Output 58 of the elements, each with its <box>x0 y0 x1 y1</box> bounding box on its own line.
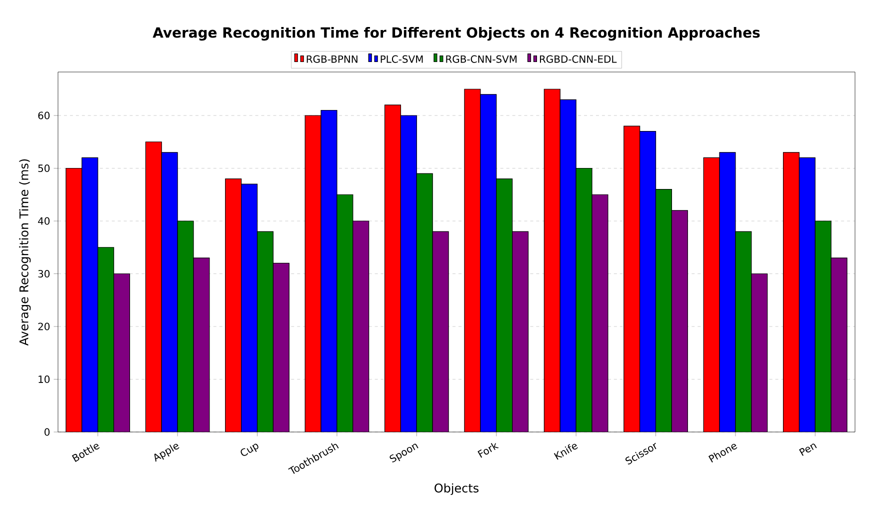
bar <box>640 131 656 432</box>
legend-label: RGB-CNN-SVM <box>446 55 517 63</box>
y-tick-label: 30 <box>38 270 50 278</box>
bar <box>161 152 178 432</box>
bar <box>384 104 401 432</box>
bar <box>830 258 848 432</box>
x-tick-label: Knife <box>554 444 578 460</box>
y-tick-label: 40 <box>38 217 50 225</box>
y-tick-label: 60 <box>38 112 50 120</box>
legend-label: RGBD-CNN-EDL <box>540 55 617 63</box>
y-tick-label: 20 <box>38 322 50 330</box>
bar <box>241 184 258 432</box>
bar <box>66 168 82 432</box>
bar <box>655 189 672 432</box>
bar <box>480 94 497 432</box>
bar <box>336 194 354 432</box>
bar <box>145 142 162 432</box>
bar <box>225 178 242 432</box>
bar <box>703 157 720 432</box>
bar <box>544 88 560 432</box>
y-axis-title: Average Recognition Time (ms) <box>19 159 31 346</box>
bar <box>576 168 592 432</box>
bar <box>98 247 114 432</box>
x-tick-label: Pen <box>799 444 817 456</box>
bar <box>177 220 194 432</box>
bar <box>592 194 608 432</box>
x-tick-label: Fork <box>478 442 499 458</box>
bar <box>512 231 529 432</box>
bar <box>352 220 370 432</box>
bar <box>624 126 640 432</box>
legend-label: PLC-SVM <box>380 55 423 63</box>
bar <box>560 99 576 432</box>
bar <box>193 258 210 432</box>
bar <box>304 115 322 432</box>
y-tick-label: 0 <box>44 428 50 436</box>
bar <box>751 273 768 432</box>
bar <box>82 157 98 432</box>
bar <box>416 174 433 432</box>
bar <box>671 210 688 432</box>
y-tick-label: 50 <box>38 164 50 172</box>
bar <box>464 88 481 432</box>
bar <box>432 232 449 432</box>
bar <box>320 110 338 432</box>
bar <box>782 152 800 432</box>
legend-label: RGB-BPNN <box>306 55 358 63</box>
chart-title: Average Recognition Time for Different Objects on 4 Recognition Approaches <box>152 26 760 41</box>
x-axis-title: Objects <box>434 483 478 495</box>
bar <box>272 262 290 432</box>
bar <box>400 116 417 432</box>
bar <box>719 152 736 432</box>
bar <box>256 231 274 432</box>
bar <box>735 231 752 432</box>
x-tick-label: Cup <box>240 444 258 456</box>
y-tick-label: 10 <box>38 375 50 384</box>
bar <box>496 178 513 432</box>
bar <box>814 220 832 432</box>
bar <box>113 273 130 432</box>
bar <box>798 157 816 432</box>
